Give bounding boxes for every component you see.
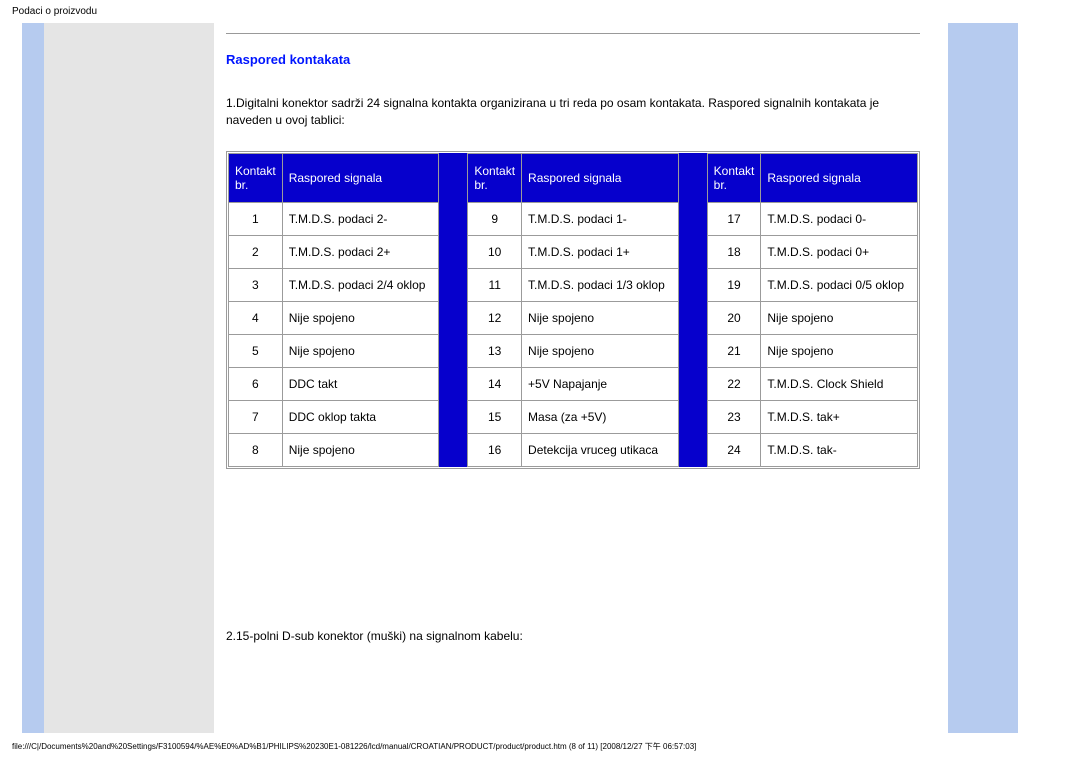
pin-signal: T.M.D.S. podaci 0- xyxy=(761,202,918,235)
col-header-raspored: Raspored signala xyxy=(761,153,918,202)
table-row: 13Nije spojeno xyxy=(468,334,678,367)
table-row: 8Nije spojeno xyxy=(229,433,439,466)
pin-number: 7 xyxy=(229,400,283,433)
pin-number: 5 xyxy=(229,334,283,367)
pin-table-col3: Kontakt br. Raspored signala 17T.M.D.S. … xyxy=(707,153,918,467)
table-gap-1 xyxy=(439,153,467,467)
pin-signal: Nije spojeno xyxy=(522,301,679,334)
col-header-raspored: Raspored signala xyxy=(522,153,679,202)
pin-number: 12 xyxy=(468,301,522,334)
table-row: 12Nije spojeno xyxy=(468,301,678,334)
table-row: 10T.M.D.S. podaci 1+ xyxy=(468,235,678,268)
pin-number: 9 xyxy=(468,202,522,235)
content-frame: Raspored kontakata 1.Digitalni konektor … xyxy=(22,23,1058,733)
table-row: 5Nije spojeno xyxy=(229,334,439,367)
pin-number: 18 xyxy=(707,235,761,268)
pin-number: 4 xyxy=(229,301,283,334)
pin-table-col1: Kontakt br. Raspored signala 1T.M.D.S. p… xyxy=(228,153,439,467)
pin-signal: T.M.D.S. podaci 0+ xyxy=(761,235,918,268)
col-header-kontakt: Kontakt br. xyxy=(707,153,761,202)
top-rule xyxy=(226,33,920,34)
pin-signal: T.M.D.S. podaci 1/3 oklop xyxy=(522,268,679,301)
pin-number: 16 xyxy=(468,433,522,466)
pin-signal: T.M.D.S. tak- xyxy=(761,433,918,466)
pin-signal: DDC takt xyxy=(282,367,439,400)
pin-number: 24 xyxy=(707,433,761,466)
col-header-raspored: Raspored signala xyxy=(282,153,439,202)
pin-signal: Nije spojeno xyxy=(282,301,439,334)
pin-signal: +5V Napajanje xyxy=(522,367,679,400)
col-header-kontakt: Kontakt br. xyxy=(468,153,522,202)
table-row: 23T.M.D.S. tak+ xyxy=(707,400,917,433)
right-white-gutter xyxy=(1018,23,1058,733)
sidebar-spacer xyxy=(44,23,214,733)
pin-signal: T.M.D.S. podaci 0/5 oklop xyxy=(761,268,918,301)
pin-signal: T.M.D.S. podaci 1- xyxy=(522,202,679,235)
table-row: 14+5V Napajanje xyxy=(468,367,678,400)
table-row: 7DDC oklop takta xyxy=(229,400,439,433)
section-title: Raspored kontakata xyxy=(226,52,920,67)
pin-number: 11 xyxy=(468,268,522,301)
pin-signal: Masa (za +5V) xyxy=(522,400,679,433)
pin-number: 3 xyxy=(229,268,283,301)
table-row: 24T.M.D.S. tak- xyxy=(707,433,917,466)
pin-number: 19 xyxy=(707,268,761,301)
page-outer: Raspored kontakata 1.Digitalni konektor … xyxy=(0,23,1080,733)
pin-signal: T.M.D.S. Clock Shield xyxy=(761,367,918,400)
pin-number: 10 xyxy=(468,235,522,268)
page-header-title: Podaci o proizvodu xyxy=(0,0,1080,23)
table-gap-2 xyxy=(679,153,707,467)
pin-number: 13 xyxy=(468,334,522,367)
pin-signal: Nije spojeno xyxy=(522,334,679,367)
pin-number: 15 xyxy=(468,400,522,433)
pin-number: 20 xyxy=(707,301,761,334)
pin-signal: Nije spojeno xyxy=(282,433,439,466)
table-row: 3T.M.D.S. podaci 2/4 oklop xyxy=(229,268,439,301)
pin-table-wrapper: Kontakt br. Raspored signala 1T.M.D.S. p… xyxy=(226,151,920,469)
pin-number: 1 xyxy=(229,202,283,235)
pin-signal: Nije spojeno xyxy=(761,301,918,334)
left-blue-rail xyxy=(22,23,44,733)
footnote: 2.15-polni D-sub konektor (muški) na sig… xyxy=(226,629,920,643)
table-row: 17T.M.D.S. podaci 0- xyxy=(707,202,917,235)
pin-signal: T.M.D.S. podaci 2/4 oklop xyxy=(282,268,439,301)
table-row: 4Nije spojeno xyxy=(229,301,439,334)
pin-signal: T.M.D.S. tak+ xyxy=(761,400,918,433)
table-row: 15Masa (za +5V) xyxy=(468,400,678,433)
table-row: 1T.M.D.S. podaci 2- xyxy=(229,202,439,235)
pin-number: 21 xyxy=(707,334,761,367)
table-row: 6DDC takt xyxy=(229,367,439,400)
table-row: 16Detekcija vruceg utikaca xyxy=(468,433,678,466)
table-row: 11T.M.D.S. podaci 1/3 oklop xyxy=(468,268,678,301)
pin-number: 23 xyxy=(707,400,761,433)
table-row: 22T.M.D.S. Clock Shield xyxy=(707,367,917,400)
pin-number: 22 xyxy=(707,367,761,400)
table-row: 2T.M.D.S. podaci 2+ xyxy=(229,235,439,268)
pin-signal: T.M.D.S. podaci 1+ xyxy=(522,235,679,268)
footer-file-path: file:///C|/Documents%20and%20Settings/F3… xyxy=(0,733,1080,756)
pin-signal: Detekcija vruceg utikaca xyxy=(522,433,679,466)
pin-number: 14 xyxy=(468,367,522,400)
pin-signal: T.M.D.S. podaci 2+ xyxy=(282,235,439,268)
pin-number: 2 xyxy=(229,235,283,268)
pin-number: 6 xyxy=(229,367,283,400)
pin-number: 17 xyxy=(707,202,761,235)
intro-paragraph: 1.Digitalni konektor sadrži 24 signalna … xyxy=(226,95,920,129)
main-content: Raspored kontakata 1.Digitalni konektor … xyxy=(214,23,948,733)
pin-signal: Nije spojeno xyxy=(282,334,439,367)
col-header-kontakt: Kontakt br. xyxy=(229,153,283,202)
right-blue-rail xyxy=(948,23,1018,733)
table-row: 21Nije spojeno xyxy=(707,334,917,367)
table-row: 20Nije spojeno xyxy=(707,301,917,334)
table-row: 18T.M.D.S. podaci 0+ xyxy=(707,235,917,268)
table-row: 19T.M.D.S. podaci 0/5 oklop xyxy=(707,268,917,301)
table-row: 9T.M.D.S. podaci 1- xyxy=(468,202,678,235)
pin-table-col2: Kontakt br. Raspored signala 9T.M.D.S. p… xyxy=(467,153,678,467)
pin-number: 8 xyxy=(229,433,283,466)
pin-signal: Nije spojeno xyxy=(761,334,918,367)
pin-signal: DDC oklop takta xyxy=(282,400,439,433)
pin-signal: T.M.D.S. podaci 2- xyxy=(282,202,439,235)
